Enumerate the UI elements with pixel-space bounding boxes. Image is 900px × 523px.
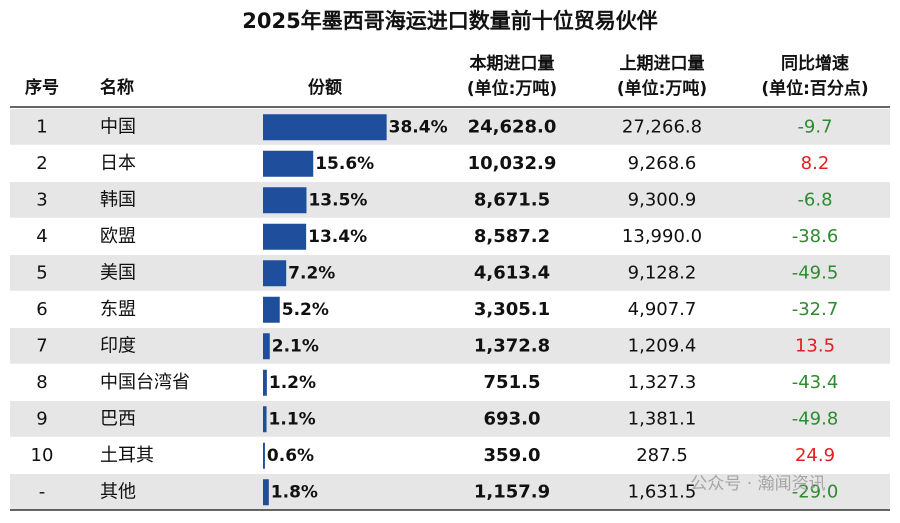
previous: 27,266.8 <box>622 116 702 137</box>
yoy: -49.8 <box>792 408 839 429</box>
rank: - <box>39 481 46 502</box>
share-label: 15.6% <box>315 154 374 174</box>
share-bar <box>263 442 265 469</box>
yoy: -29.0 <box>792 481 839 502</box>
rows: 1 中国 38.4% 24,628.0 27,266.8 -9.7 2 日本 15.6% 10,0… <box>10 109 890 512</box>
name: 其他 <box>100 481 136 502</box>
previous: 9,300.9 <box>628 189 697 210</box>
yoy: -32.7 <box>792 299 839 320</box>
current: 8,671.5 <box>474 189 550 210</box>
name: 东盟 <box>100 299 136 320</box>
header-yoy-unit: (单位:百分点) <box>761 78 868 99</box>
share-bar <box>263 187 307 214</box>
previous: 9,128.2 <box>628 262 697 283</box>
share-label: 13.4% <box>308 227 367 247</box>
yoy: -6.8 <box>797 189 832 210</box>
share-label: 38.4% <box>389 117 448 137</box>
header: 序号 名称 份额 本期进口量 (单位:万吨) 上期进口量 (单位:万吨) 同比增… <box>25 53 869 99</box>
title: 2025年墨西哥海运进口数量前十位贸易伙伴 <box>242 9 657 33</box>
previous: 9,268.6 <box>628 153 697 174</box>
share-label: 2.1% <box>272 336 319 356</box>
current: 4,613.4 <box>474 262 550 283</box>
row-shade <box>10 474 890 511</box>
rank: 6 <box>36 299 47 320</box>
name: 中国 <box>100 116 136 137</box>
header-previous: 上期进口量 <box>620 53 705 74</box>
previous: 1,327.3 <box>628 372 697 393</box>
current: 359.0 <box>484 445 541 466</box>
yoy: -38.6 <box>792 226 839 247</box>
current: 8,587.2 <box>474 226 550 247</box>
yoy: 8.2 <box>801 153 830 174</box>
rank: 3 <box>36 189 47 210</box>
row-shade <box>10 401 890 438</box>
rank: 9 <box>36 408 47 429</box>
share-bar <box>263 369 267 396</box>
share-bar <box>263 333 270 360</box>
header-current-unit: (单位:万吨) <box>467 78 557 99</box>
name: 土耳其 <box>100 445 154 466</box>
previous: 1,209.4 <box>628 335 697 356</box>
current: 24,628.0 <box>468 116 557 137</box>
row-shade <box>10 109 890 146</box>
previous: 1,381.1 <box>628 408 697 429</box>
header-yoy: 同比增速 <box>781 53 849 74</box>
name: 美国 <box>100 262 136 283</box>
row-shade <box>10 182 890 219</box>
share-bar <box>263 260 287 287</box>
rank: 2 <box>36 153 47 174</box>
name: 巴西 <box>100 408 136 429</box>
share-label: 1.1% <box>269 409 316 429</box>
name: 韩国 <box>100 189 136 210</box>
rank: 1 <box>36 116 47 137</box>
share-label: 0.6% <box>267 446 314 466</box>
header-previous-unit: (单位:万吨) <box>617 78 707 99</box>
current: 1,372.8 <box>474 335 550 356</box>
previous: 13,990.0 <box>622 226 702 247</box>
name: 印度 <box>100 335 136 356</box>
yoy: 13.5 <box>795 335 835 356</box>
previous: 1,631.5 <box>628 481 697 502</box>
previous: 4,907.7 <box>628 299 697 320</box>
yoy: -43.4 <box>792 372 839 393</box>
previous: 287.5 <box>636 445 688 466</box>
rank: 7 <box>36 335 47 356</box>
header-share: 份额 <box>308 77 342 98</box>
share-bar <box>263 479 269 506</box>
share-label: 1.8% <box>271 482 318 502</box>
current: 10,032.9 <box>468 153 557 174</box>
share-label: 13.5% <box>308 190 367 210</box>
share-bar <box>263 223 307 250</box>
name: 欧盟 <box>100 226 136 247</box>
row-shade <box>10 328 890 365</box>
share-bar <box>263 114 387 141</box>
rank: 10 <box>31 445 54 466</box>
row-shade <box>10 255 890 292</box>
header-rank: 序号 <box>25 77 59 98</box>
current: 3,305.1 <box>474 299 550 320</box>
yoy: -49.5 <box>792 262 839 283</box>
share-bar <box>263 406 267 433</box>
header-name: 名称 <box>100 77 134 98</box>
rank: 8 <box>36 372 47 393</box>
share-label: 5.2% <box>282 300 329 320</box>
current: 751.5 <box>484 372 541 393</box>
watermark: 公众号 · 瀚闻资讯 <box>690 474 825 494</box>
rank: 5 <box>36 262 47 283</box>
yoy: 24.9 <box>795 445 835 466</box>
header-current: 本期进口量 <box>470 53 555 74</box>
share-bar <box>263 150 314 177</box>
share-label: 7.2% <box>288 263 335 283</box>
share-bar <box>263 296 280 323</box>
current: 693.0 <box>484 408 541 429</box>
name: 中国台湾省 <box>100 372 190 393</box>
yoy: -9.7 <box>797 116 832 137</box>
name: 日本 <box>100 153 136 174</box>
share-label: 1.2% <box>269 373 316 393</box>
current: 1,157.9 <box>474 481 550 502</box>
rank: 4 <box>36 226 47 247</box>
